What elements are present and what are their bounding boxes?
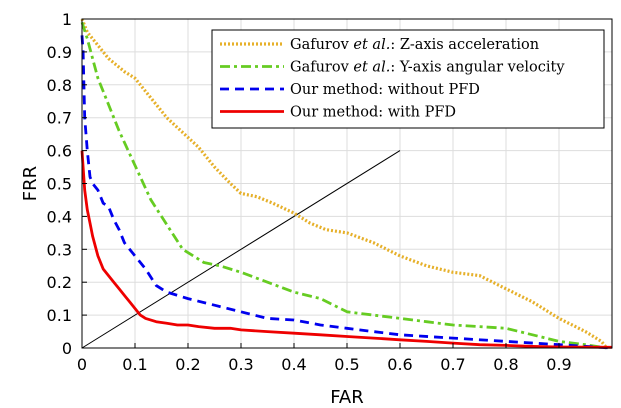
legend-label-part: : Y-axis angular velocity <box>390 60 565 76</box>
series-layer <box>80 18 613 350</box>
legend-label-1: Gafurov et al.: Y-axis angular velocity <box>290 60 565 76</box>
y-tick-label: 1 <box>62 10 72 29</box>
series-line-3 <box>80 150 613 349</box>
reference-line <box>81 150 401 349</box>
legend-label-part: Our method: without PFD <box>290 82 480 98</box>
legend-label-part: Our method: with PFD <box>290 105 456 121</box>
x-tick-label: 0.4 <box>281 355 306 374</box>
y-tick-label: 0 <box>62 339 72 358</box>
reference-diagonal <box>81 150 401 349</box>
x-tick-label: 0.1 <box>122 355 147 374</box>
x-tick-label: 0.6 <box>387 355 412 374</box>
series-line-2 <box>80 35 613 350</box>
x-ticks: 0 0.1 0.2 0.3 0.4 0.5 0.6 0.7 0.8 0.9 <box>77 343 572 374</box>
x-tick-label: 0.9 <box>546 355 571 374</box>
legend-label-0: Gafurov et al.: Z-axis acceleration <box>290 37 539 53</box>
y-ticks: 0 0.1 0.2 0.3 0.4 0.5 0.6 0.7 0.8 0.9 1 <box>47 10 87 358</box>
y-tick-label: 0.2 <box>47 273 72 292</box>
y-tick-label: 0.6 <box>47 142 72 161</box>
y-tick-label: 0.7 <box>47 109 72 128</box>
x-tick-label: 0.7 <box>440 355 465 374</box>
legend: Gafurov et al.: Z-axis accelerationGafur… <box>211 29 605 129</box>
legend-label-part: et al. <box>353 37 390 53</box>
y-tick-label: 0.9 <box>47 43 72 62</box>
x-tick-label: 0.8 <box>493 355 518 374</box>
legend-label-2: Our method: without PFD <box>290 82 480 98</box>
x-tick-label: 0.5 <box>334 355 359 374</box>
legend-label-part: : Z-axis acceleration <box>390 37 539 53</box>
y-tick-label: 0.8 <box>47 76 72 95</box>
y-tick-label: 0.5 <box>47 175 72 194</box>
y-tick-label: 0.4 <box>47 207 72 226</box>
legend-label-part: Gafurov <box>290 60 353 76</box>
legend-label-part: et al. <box>353 60 390 76</box>
x-tick-label: 0.3 <box>228 355 253 374</box>
legend-label-3: Our method: with PFD <box>290 105 456 121</box>
y-axis-label: FRR <box>20 166 41 201</box>
legend-label-part: Gafurov <box>290 37 353 53</box>
x-tick-label: 0 <box>77 355 87 374</box>
y-tick-label: 0.3 <box>47 240 72 259</box>
x-tick-label: 0.2 <box>175 355 200 374</box>
series-line-0 <box>80 18 608 350</box>
series-line-1 <box>80 21 607 350</box>
y-tick-label: 0.1 <box>47 306 72 325</box>
x-axis-label: FAR <box>330 387 364 408</box>
